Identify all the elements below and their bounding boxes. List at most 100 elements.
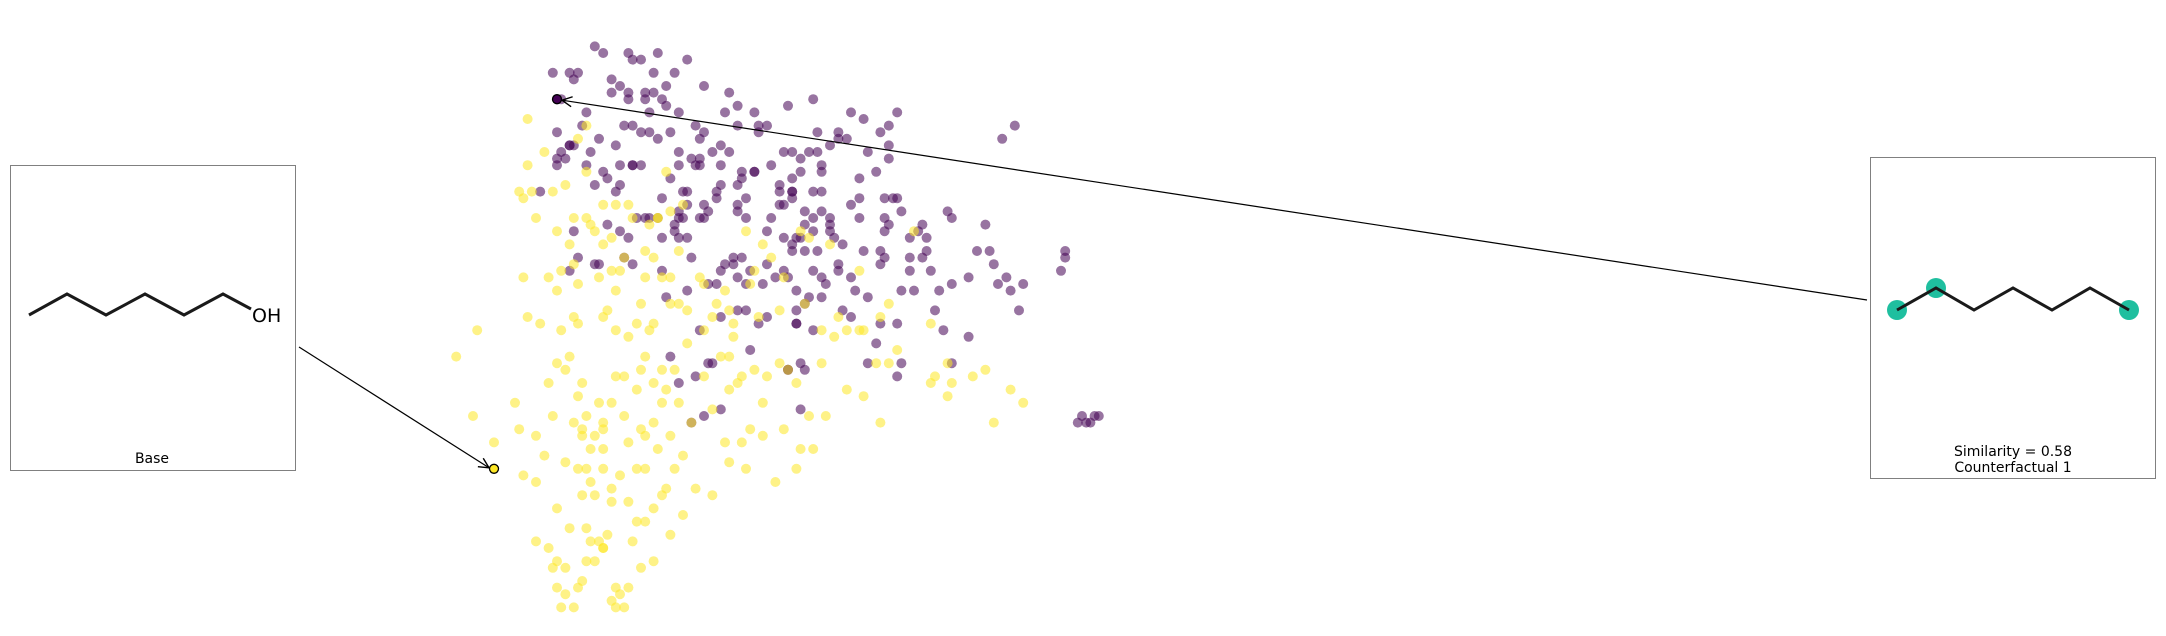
scatter-point-class-1 bbox=[560, 364, 571, 375]
scatter-point-class-1 bbox=[610, 285, 621, 296]
scatter-point-class-0 bbox=[707, 358, 718, 369]
scatter-point-class-0 bbox=[615, 160, 625, 171]
scatter-point-class-0 bbox=[547, 67, 558, 78]
scatter-point-class-0 bbox=[816, 206, 827, 217]
scatter-point-class-0 bbox=[854, 213, 865, 223]
scatter-point-class-0 bbox=[896, 358, 907, 369]
scatter-point-class-1 bbox=[825, 239, 835, 250]
scatter-point-class-0 bbox=[820, 279, 831, 289]
scatter-point-class-0 bbox=[1009, 120, 1020, 131]
scatter-point-class-0 bbox=[770, 272, 781, 283]
scatter-point-class-0 bbox=[883, 153, 894, 164]
scatter-point-class-0 bbox=[724, 147, 735, 157]
scatter-point-class-1 bbox=[594, 397, 604, 408]
scatter-point-class-1 bbox=[711, 298, 722, 309]
scatter-point-class-0 bbox=[682, 186, 693, 197]
scatter-point-class-0 bbox=[892, 318, 903, 329]
scatter-point-class-1 bbox=[648, 503, 659, 514]
scatter-point-class-0 bbox=[657, 193, 667, 204]
scatter-point-class-0 bbox=[972, 246, 982, 256]
scatter-point-class-1 bbox=[980, 364, 991, 375]
scatter-point-class-0 bbox=[883, 140, 894, 151]
scatter-point-class-0 bbox=[615, 81, 625, 91]
scatter-point-class-1 bbox=[568, 213, 579, 223]
scatter-point-class-1 bbox=[619, 371, 630, 382]
scatter-point-class-1 bbox=[568, 417, 579, 428]
scatter-point-class-1 bbox=[552, 226, 562, 237]
scatter-point-class-0 bbox=[808, 265, 819, 276]
scatter-point-class-0 bbox=[665, 127, 676, 138]
scatter-point-class-1 bbox=[640, 246, 651, 256]
scatter-point-class-1 bbox=[640, 272, 651, 283]
scatter-point-class-0 bbox=[934, 285, 945, 296]
base-arrow bbox=[298, 346, 489, 468]
scatter-point-class-0 bbox=[732, 100, 743, 111]
scatter-point-class-0 bbox=[993, 279, 1003, 289]
scatter-point-class-0 bbox=[594, 133, 604, 144]
scatter-point-class-1 bbox=[518, 193, 529, 204]
scatter-point-class-0 bbox=[837, 239, 848, 250]
scatter-point-class-0 bbox=[560, 153, 571, 164]
scatter-point-class-1 bbox=[820, 411, 831, 421]
scatter-point-class-0 bbox=[694, 133, 705, 144]
scatter-point-class-1 bbox=[560, 180, 571, 190]
scatter-point-class-0 bbox=[715, 265, 726, 276]
scatter-point-class-1 bbox=[1005, 384, 1016, 395]
scatter-point-class-0 bbox=[564, 140, 575, 151]
scatter-point-class-0 bbox=[858, 246, 869, 256]
scatter-point-class-0 bbox=[862, 358, 873, 369]
scatter-point-class-0 bbox=[636, 160, 646, 171]
scatter-point-class-1 bbox=[556, 265, 567, 276]
hydroxyl-atom-label: OH bbox=[252, 305, 281, 327]
scatter-point-class-1 bbox=[875, 417, 886, 428]
scatter-point-class-1 bbox=[648, 318, 659, 329]
scatter-point-class-0 bbox=[825, 140, 835, 151]
scatter-point-class-0 bbox=[732, 305, 743, 316]
scatter-point-class-0 bbox=[552, 127, 562, 138]
scatter-point-class-1 bbox=[640, 516, 651, 527]
scatter-point-class-0 bbox=[799, 246, 810, 256]
scatter-point-class-1 bbox=[858, 325, 869, 336]
scatter-point-class-1 bbox=[829, 331, 840, 342]
scatter-point-class-0 bbox=[787, 173, 798, 184]
scatter-point-class-0 bbox=[720, 107, 730, 118]
scatter-point-class-1 bbox=[568, 602, 579, 613]
scatter-point-class-1 bbox=[627, 536, 638, 547]
scatter-point-class-1 bbox=[451, 351, 462, 362]
scatter-point-class-0 bbox=[858, 114, 869, 124]
scatter-point-class-0 bbox=[1001, 272, 1012, 283]
scatter-point-class-1 bbox=[585, 477, 596, 487]
scatter-point-class-0 bbox=[640, 87, 651, 98]
scatter-point-class-1 bbox=[602, 305, 613, 316]
scatter-point-class-0 bbox=[787, 239, 798, 250]
scatter-point-class-1 bbox=[749, 364, 760, 375]
scatter-point-class-0 bbox=[757, 279, 768, 289]
scatter-point-class-0 bbox=[682, 285, 693, 296]
scatter-point-class-1 bbox=[581, 411, 592, 421]
scatter-point-class-1 bbox=[468, 411, 478, 421]
scatter-point-class-1 bbox=[699, 325, 709, 336]
scatter-point-class-0 bbox=[749, 107, 760, 118]
scatter-point-class-0 bbox=[846, 199, 856, 210]
scatter-point-class-0 bbox=[732, 180, 743, 190]
scatter-point-class-1 bbox=[665, 529, 676, 540]
scatter-point-class-0 bbox=[699, 213, 709, 223]
scatter-point-class-0 bbox=[938, 325, 949, 336]
scatter-point-class-1 bbox=[631, 463, 642, 474]
scatter-point-class-1 bbox=[589, 556, 600, 567]
scatter-point-class-0 bbox=[808, 94, 819, 105]
scatter-point-class-1 bbox=[581, 166, 592, 177]
scatter-point-class-0 bbox=[862, 292, 873, 303]
scatter-point-class-1 bbox=[795, 444, 806, 454]
scatter-point-class-1 bbox=[741, 226, 751, 237]
scatter-point-class-1 bbox=[808, 444, 819, 454]
scatter-point-class-1 bbox=[678, 199, 688, 210]
scatter-point-class-1 bbox=[577, 378, 588, 388]
scatter-point-class-1 bbox=[564, 523, 575, 534]
scatter-point-class-1 bbox=[522, 160, 533, 171]
scatter-point-class-0 bbox=[535, 186, 546, 197]
scatter-point-class-1 bbox=[728, 318, 739, 329]
scatter-point-class-1 bbox=[589, 430, 600, 441]
scatter-point-class-1 bbox=[724, 351, 735, 362]
scatter-point-class-1 bbox=[686, 417, 697, 428]
